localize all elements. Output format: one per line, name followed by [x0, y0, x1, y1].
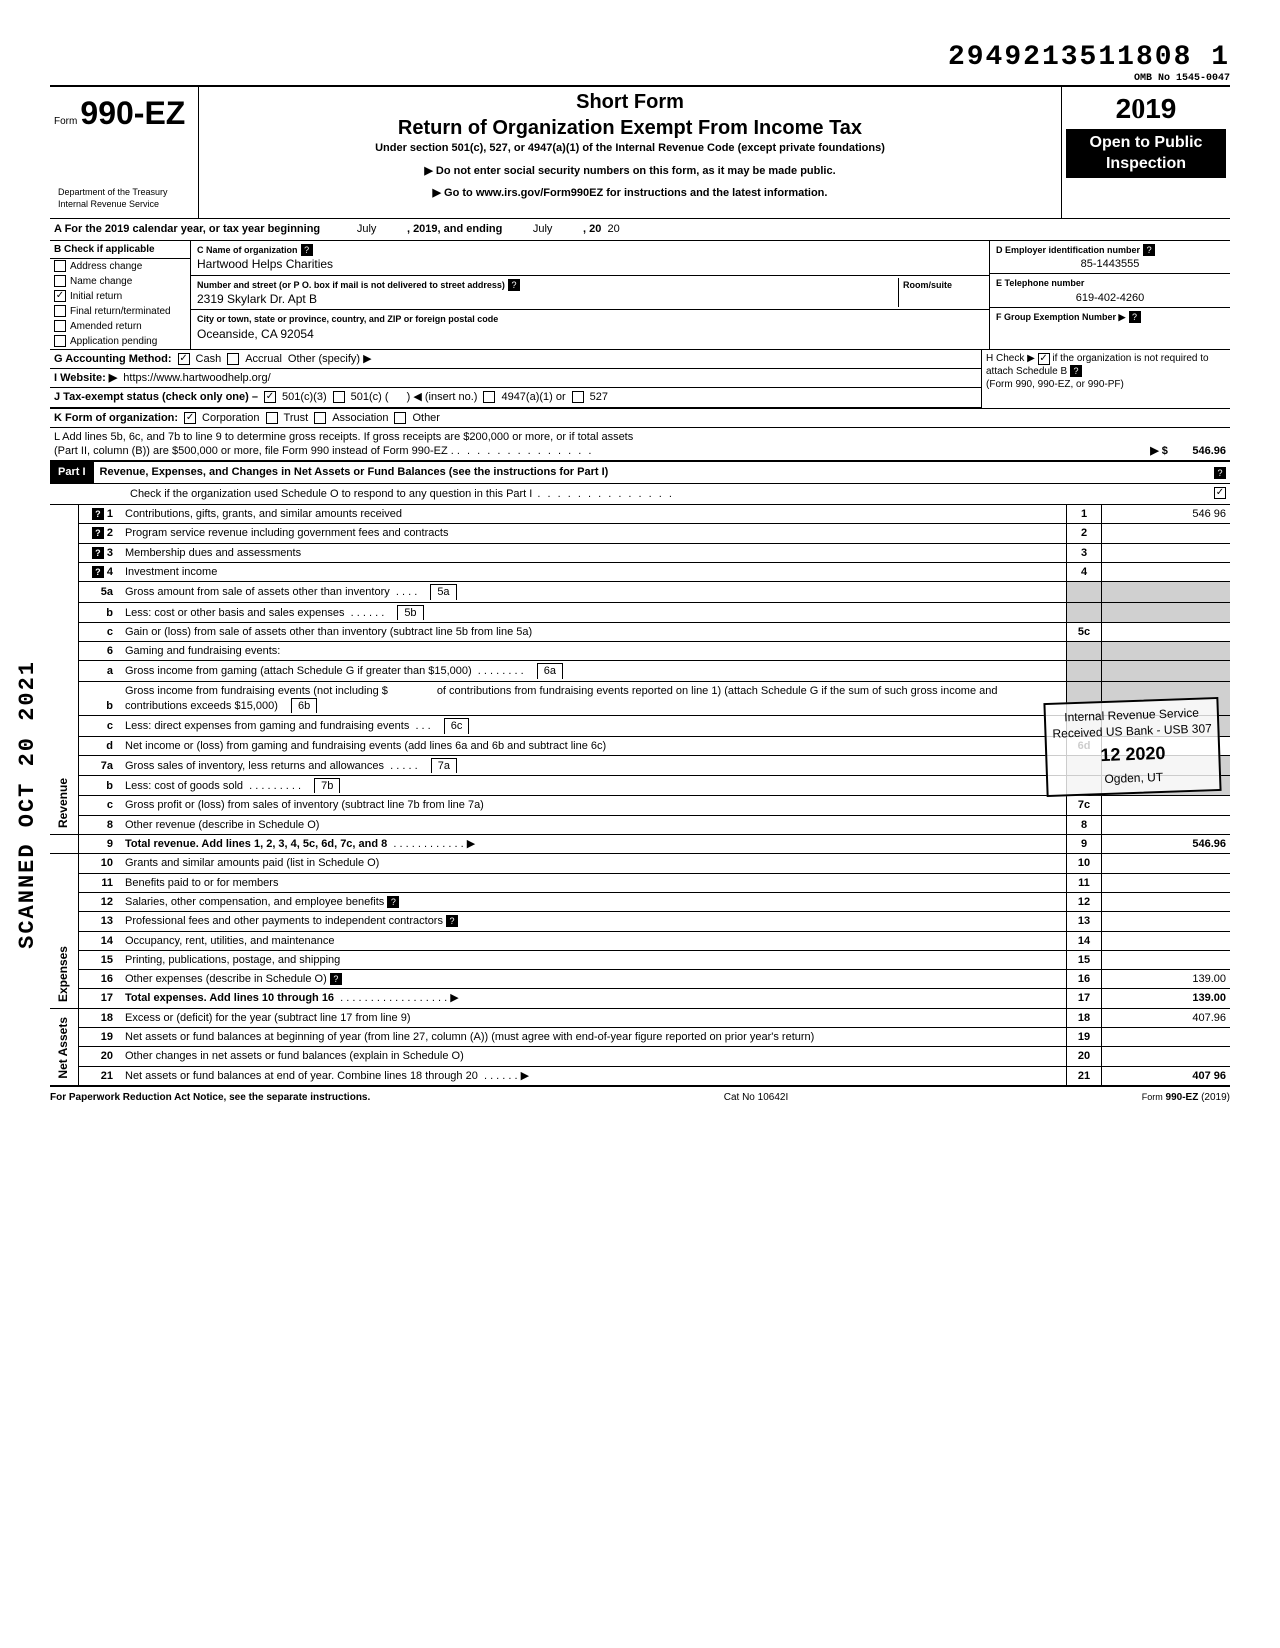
ein-value: 85-1443555 [996, 257, 1224, 271]
line-a: A For the 2019 calendar year, or tax yea… [50, 219, 1230, 240]
org-name-label: C Name of organization [197, 245, 298, 255]
row-h: H Check ▶ if the organization is not req… [981, 350, 1230, 408]
part-i-check: Check if the organization used Schedule … [50, 484, 1230, 505]
help-icon: ? [1070, 365, 1082, 377]
phone-label: E Telephone number [996, 278, 1084, 288]
main-title: Return of Organization Exempt From Incom… [205, 115, 1055, 141]
check-association[interactable] [314, 412, 326, 424]
line-21-amount: 407 96 [1102, 1066, 1231, 1085]
scanned-stamp: SCANNED OCT 20 2021 [14, 660, 43, 949]
part-i-header: Part I Revenue, Expenses, and Changes in… [50, 462, 1230, 483]
check-application-pending[interactable]: Application pending [50, 334, 190, 349]
check-final-return[interactable]: Final return/terminated [50, 304, 190, 319]
check-501c[interactable] [333, 391, 345, 403]
help-icon: ? [92, 527, 104, 539]
group-exemption-label: F Group Exemption Number ▶ [996, 312, 1125, 322]
check-4947[interactable] [483, 391, 495, 403]
room-label: Room/suite [903, 280, 952, 290]
check-other-org[interactable] [394, 412, 406, 424]
net-assets-label: Net Assets [54, 1013, 74, 1083]
footer: For Paperwork Reduction Act Notice, see … [50, 1086, 1230, 1108]
dept-label: Department of the Treasury Internal Reve… [54, 185, 202, 212]
website-note: ▶ Go to www.irs.gov/Form990EZ for instru… [205, 186, 1055, 200]
subtitle: Under section 501(c), 527, or 4947(a)(1)… [205, 141, 1055, 155]
expenses-label: Expenses [54, 942, 74, 1006]
row-k: K Form of organization: Corporation Trus… [50, 409, 1230, 428]
ein-label: D Employer identification number [996, 245, 1140, 255]
help-icon: ? [301, 244, 313, 256]
received-stamp: Internal Revenue Service Received US Ban… [1043, 697, 1222, 797]
help-icon: ? [330, 973, 342, 985]
section-b-through-f: B Check if applicable Address change Nam… [50, 241, 1230, 350]
check-cash[interactable] [178, 353, 190, 365]
check-initial-return[interactable]: Initial return [50, 289, 190, 304]
check-501c3[interactable] [264, 391, 276, 403]
check-accrual[interactable] [227, 353, 239, 365]
check-name-change[interactable]: Name change [50, 274, 190, 289]
line-16-amount: 139.00 [1102, 970, 1231, 989]
help-icon: ? [508, 279, 520, 291]
row-j: J Tax-exempt status (check only one) – 5… [50, 388, 981, 407]
line-1-amount: 546 96 [1102, 505, 1231, 524]
omb-number: OMB No 1545-0047 [50, 72, 1230, 85]
form-number: 990-EZ [80, 95, 185, 131]
row-g: G Accounting Method: Cash Accrual Other … [50, 350, 981, 369]
line-9-amount: 546.96 [1102, 835, 1231, 854]
help-icon: ? [92, 547, 104, 559]
help-icon: ? [92, 508, 104, 520]
open-public-badge: Open to Public Inspection [1066, 129, 1226, 179]
line-17-amount: 139.00 [1102, 989, 1231, 1008]
check-trust[interactable] [266, 412, 278, 424]
short-form-label: Short Form [205, 89, 1055, 115]
city-label: City or town, state or province, country… [197, 314, 498, 324]
help-icon: ? [446, 915, 458, 927]
help-icon: ? [387, 896, 399, 908]
city-state-zip: Oceanside, CA 92054 [197, 327, 314, 341]
form-header: Form 990-EZ Department of the Treasury I… [50, 85, 1230, 219]
check-corporation[interactable] [184, 412, 196, 424]
gross-receipts-amount: 546.96 [1192, 445, 1226, 457]
form-ref: Form 990-EZ (2019) [1142, 1091, 1230, 1104]
document-number: 2949213511808 1 OMB No 1545-0047 [50, 40, 1230, 85]
check-527[interactable] [572, 391, 584, 403]
org-name: Hartwood Helps Charities [197, 257, 333, 271]
row-l: L Add lines 5b, 6c, and 7b to line 9 to … [50, 428, 1230, 463]
catalog-number: Cat No 10642I [724, 1091, 789, 1104]
line-18-amount: 407.96 [1102, 1008, 1231, 1027]
help-icon: ? [1129, 311, 1141, 323]
check-schedule-b[interactable] [1038, 353, 1050, 365]
row-i: I Website: ▶ https://www.hartwoodhelp.or… [50, 369, 981, 388]
check-address-change[interactable]: Address change [50, 259, 190, 274]
check-schedule-o[interactable] [1214, 487, 1226, 499]
help-icon: ? [1143, 244, 1155, 256]
addr-label: Number and street (or P O. box if mail i… [197, 280, 505, 290]
street-address: 2319 Skylark Dr. Apt B [197, 292, 317, 306]
phone-value: 619-402-4260 [996, 291, 1224, 305]
paperwork-notice: For Paperwork Reduction Act Notice, see … [50, 1091, 370, 1104]
website-value: https://www.hartwoodhelp.org/ [123, 371, 270, 385]
help-icon: ? [1214, 467, 1226, 479]
check-amended[interactable]: Amended return [50, 319, 190, 334]
tax-year: 20201919 [1066, 91, 1226, 128]
help-icon: ? [92, 566, 104, 578]
section-b-title: B Check if applicable [50, 241, 190, 259]
revenue-label: Revenue [54, 774, 74, 832]
ssn-warning: ▶ Do not enter social security numbers o… [205, 164, 1055, 178]
